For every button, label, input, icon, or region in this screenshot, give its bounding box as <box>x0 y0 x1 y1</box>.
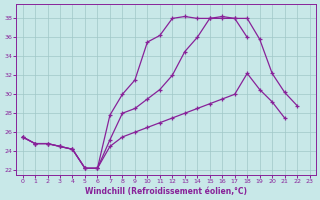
X-axis label: Windchill (Refroidissement éolien,°C): Windchill (Refroidissement éolien,°C) <box>85 187 247 196</box>
